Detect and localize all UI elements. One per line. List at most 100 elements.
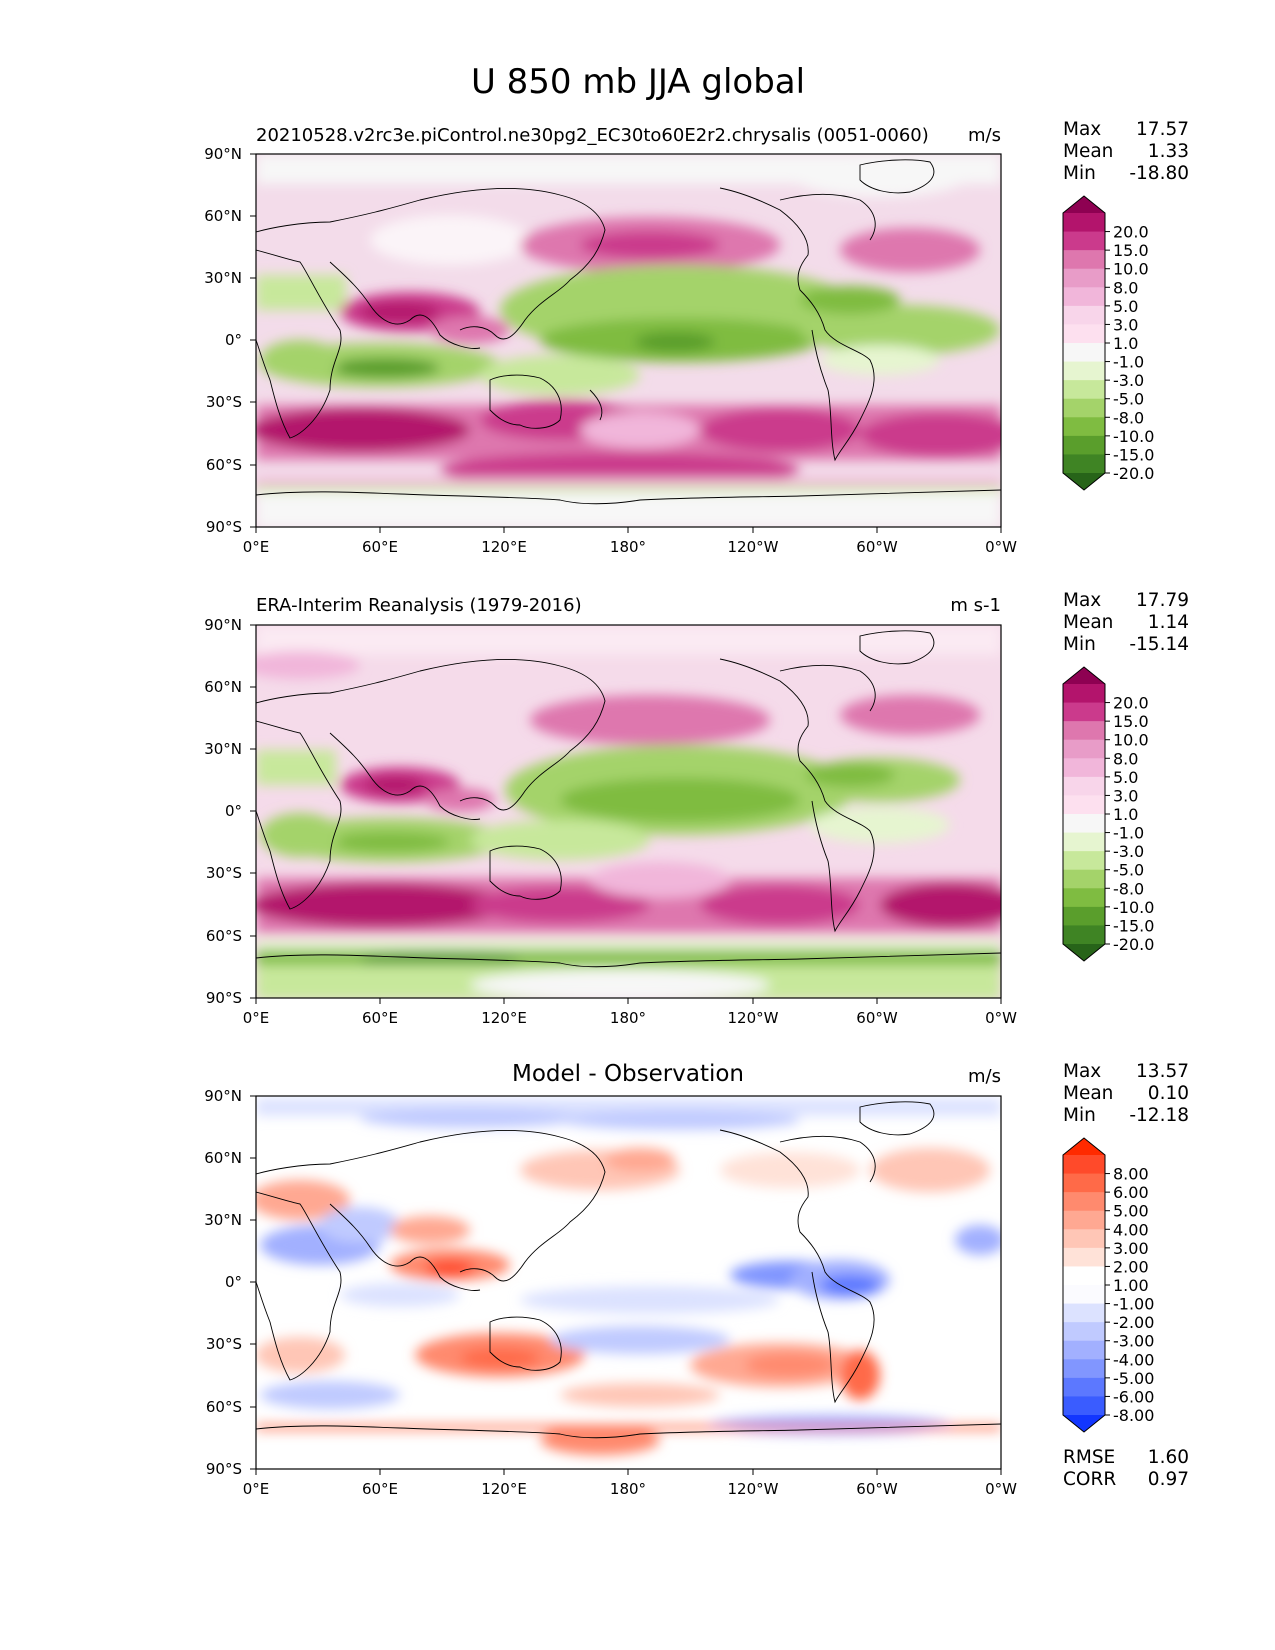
model-lon-ticks: 0°E 60°E 120°E 180° 120°W 60°W 0°W [243, 527, 1017, 556]
colorbar-swatch [1063, 1322, 1105, 1342]
lat-tick-label: 90°S [206, 1460, 242, 1478]
colorbar-swatch [1063, 832, 1105, 852]
lat-tick-label: 30°N [204, 269, 242, 287]
colorbar-swatch [1063, 851, 1105, 871]
panel-obs-title: ERA-Interim Reanalysis (1979-2016) [256, 595, 582, 616]
colorbar-label: 1.0 [1113, 334, 1138, 353]
lon-tick-label: 60°W [856, 538, 898, 556]
diff-coastlines [256, 1101, 1001, 1439]
colorbar-label: 8.0 [1113, 278, 1138, 297]
colorbar-label: -8.0 [1113, 879, 1144, 898]
lon-tick-label: 180° [610, 1009, 646, 1027]
colorbar-extension-top [1063, 1138, 1105, 1155]
lat-tick-label: 90°N [204, 1087, 242, 1105]
lon-tick-label: 0°E [243, 1480, 270, 1498]
colorbar-swatch [1063, 869, 1105, 889]
lat-tick-label: 60°S [206, 927, 242, 945]
lat-tick-label: 60°S [206, 456, 242, 474]
lon-tick-label: 0°W [985, 538, 1017, 556]
model-stats: Max 17.57 Mean 1.33 Min -18.80 [1063, 119, 1189, 184]
rmse-value: 1.60 [1148, 1447, 1189, 1468]
colorbar-swatch [1063, 776, 1105, 797]
rmse-label: RMSE [1063, 1447, 1115, 1468]
colorbar-label: -2.00 [1113, 1313, 1154, 1332]
colorbar-extension-bottom [1063, 1415, 1105, 1432]
colorbar-swatch [1063, 888, 1105, 908]
stat-min-value: -18.80 [1129, 163, 1189, 184]
obs-colorbar: 20.015.010.08.05.03.01.0-1.0-3.0-5.0-8.0… [1062, 666, 1154, 962]
colorbar-swatch [1063, 435, 1105, 456]
lon-tick-label: 120°W [728, 1009, 779, 1027]
stat-max-value: 17.79 [1136, 590, 1189, 611]
lat-tick-label: 30°S [206, 393, 242, 411]
colorbar-label: -5.0 [1113, 861, 1144, 880]
obs-stats: Max 17.79 Mean 1.14 Min -15.14 [1063, 590, 1189, 655]
stat-min-value: -15.14 [1129, 634, 1189, 655]
colorbar-label: -15.0 [1113, 916, 1154, 935]
colorbar-swatch [1063, 1155, 1105, 1175]
panel-diff-title: Model - Observation [512, 1061, 744, 1087]
colorbar-swatch [1063, 380, 1105, 400]
colorbar-label: 15.0 [1113, 712, 1149, 731]
lat-tick-label: 0° [225, 331, 242, 349]
lat-tick-label: 30°N [204, 1211, 242, 1229]
lon-tick-label: 0°W [985, 1009, 1017, 1027]
lat-tick-label: 0° [225, 1273, 242, 1291]
stat-max-label: Max [1063, 590, 1101, 611]
stat-mean-value: 1.33 [1148, 141, 1189, 162]
lon-tick-label: 0°E [243, 1009, 270, 1027]
lon-tick-label: 60°W [856, 1480, 898, 1498]
lat-tick-label: 90°N [204, 616, 242, 634]
lon-tick-label: 60°E [362, 1480, 398, 1498]
colorbar-label: 1.0 [1113, 805, 1138, 824]
colorbar-swatch [1063, 702, 1105, 722]
stat-max-label: Max [1063, 1061, 1101, 1082]
colorbar-swatch [1063, 1247, 1105, 1268]
colorbar-swatch [1063, 1210, 1105, 1230]
colorbar-extension-bottom [1063, 944, 1105, 961]
colorbar-label: 20.0 [1113, 694, 1149, 713]
obs-lon-ticks: 0°E 60°E 120°E 180° 120°W 60°W 0°W [243, 998, 1017, 1027]
lon-tick-label: 120°E [481, 1009, 527, 1027]
colorbar-label: -1.00 [1113, 1295, 1154, 1314]
panel-diff: Model - Observation m/s [204, 1061, 1189, 1498]
colorbar-swatch [1063, 361, 1105, 381]
colorbar-label: 8.00 [1113, 1165, 1149, 1184]
colorbar-label: -1.0 [1113, 824, 1144, 843]
colorbar-label: -6.00 [1113, 1387, 1154, 1406]
obs-field-map [256, 625, 1001, 998]
model-lat-ticks: 90°N 60°N 30°N 0° 30°S 60°S 90°S [204, 145, 256, 536]
stat-max-value: 13.57 [1136, 1061, 1189, 1082]
lat-tick-label: 30°S [206, 1335, 242, 1353]
lat-tick-label: 30°S [206, 864, 242, 882]
colorbar-label: 5.0 [1113, 768, 1138, 787]
lon-tick-label: 180° [610, 1480, 646, 1498]
diff-stats: Max 13.57 Mean 0.10 Min -12.18 [1063, 1061, 1189, 1126]
diff-lon-ticks: 0°E 60°E 120°E 180° 120°W 60°W 0°W [243, 1469, 1017, 1498]
colorbar-extension-top [1063, 667, 1105, 684]
lat-tick-label: 60°N [204, 678, 242, 696]
panel-obs-units: m s-1 [950, 595, 1001, 616]
figure-title: U 850 mb JJA global [471, 62, 805, 102]
colorbar-swatch [1063, 1396, 1105, 1416]
colorbar-swatch [1063, 795, 1105, 815]
colorbar-label: 5.0 [1113, 297, 1138, 316]
lon-tick-label: 120°W [728, 538, 779, 556]
colorbar-swatch [1063, 1285, 1105, 1305]
colorbar-label: -10.0 [1113, 898, 1154, 917]
colorbar-label: 2.00 [1113, 1257, 1149, 1276]
stat-mean-value: 1.14 [1148, 612, 1189, 633]
colorbar-swatch [1063, 906, 1105, 927]
colorbar-swatch [1063, 1377, 1105, 1398]
stat-mean-label: Mean [1063, 141, 1113, 162]
colorbar-swatch [1063, 721, 1105, 741]
lon-tick-label: 60°W [856, 1009, 898, 1027]
colorbar-swatch [1063, 268, 1105, 288]
colorbar-label: 4.00 [1113, 1220, 1149, 1239]
stat-mean-label: Mean [1063, 1083, 1113, 1104]
stat-max-label: Max [1063, 119, 1101, 140]
colorbar-label: -15.0 [1113, 445, 1154, 464]
colorbar-label: -1.0 [1113, 353, 1144, 372]
colorbar-swatch [1063, 925, 1105, 945]
